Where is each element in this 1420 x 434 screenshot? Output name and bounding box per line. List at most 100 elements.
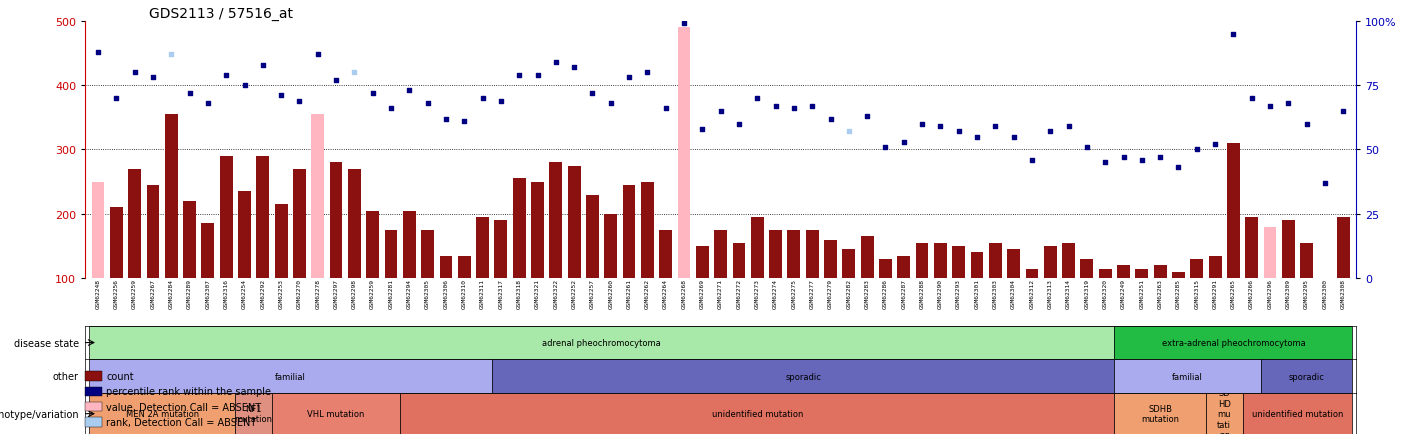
Text: GSM62312: GSM62312 [1030,279,1034,309]
Bar [586,195,599,279]
Point [856,113,879,120]
Text: genotype/variation: genotype/variation [0,409,80,419]
Bar [1044,247,1056,279]
Bar [220,157,233,279]
Point [1130,157,1153,164]
Text: percentile rank within the sample: percentile rank within the sample [106,387,271,396]
Text: GSM62317: GSM62317 [498,279,504,309]
Bar [366,211,379,279]
Text: GSM62259: GSM62259 [132,279,138,309]
Text: GSM62304: GSM62304 [1011,279,1017,309]
Point [1003,134,1025,141]
Text: SD
HD
mu
tati
ng: SD HD mu tati ng [1217,388,1231,434]
Point [655,105,677,112]
Text: GSM62267: GSM62267 [151,279,155,309]
Point [124,69,146,76]
Bar [1172,272,1184,279]
Text: GSM62253: GSM62253 [278,279,284,309]
Bar [491,360,1115,394]
Bar [165,115,178,279]
Bar [476,217,488,279]
Point [673,21,696,28]
Point [910,121,933,128]
Point [379,105,402,112]
Text: unidentified mutation: unidentified mutation [1252,409,1343,418]
Point [618,75,640,82]
Point [984,124,1007,131]
Text: unidentified mutation: unidentified mutation [711,409,802,418]
Point [544,59,567,66]
Point [325,77,348,84]
Text: GSM62305: GSM62305 [425,279,430,309]
Bar [273,394,400,434]
Bar [788,230,801,279]
Bar [239,192,251,279]
Text: GSM62283: GSM62283 [865,279,869,309]
Text: GSM62292: GSM62292 [260,279,266,309]
Text: sporadic: sporadic [1289,372,1325,381]
Point [1112,155,1135,161]
Bar [1136,269,1149,279]
Text: GSM62261: GSM62261 [626,279,632,309]
Text: GSM62277: GSM62277 [809,279,815,309]
Text: GSM62303: GSM62303 [993,279,998,309]
Point [1314,180,1336,187]
Text: GSM62321: GSM62321 [535,279,540,309]
Text: GSM62254: GSM62254 [241,279,247,309]
Text: GSM62318: GSM62318 [517,279,521,309]
Text: GSM62265: GSM62265 [1231,279,1235,309]
Text: GSM62293: GSM62293 [956,279,961,309]
Text: GSM62287: GSM62287 [902,279,906,309]
Bar [934,243,947,279]
Bar [1206,394,1242,434]
Text: GSM62278: GSM62278 [315,279,321,309]
Bar [183,201,196,279]
Text: GSM62307: GSM62307 [206,279,210,309]
Text: GSM62275: GSM62275 [791,279,797,309]
Point [562,65,585,72]
Text: GSM62284: GSM62284 [169,279,173,309]
Text: GSM62316: GSM62316 [224,279,229,309]
Bar [623,185,636,279]
Text: GSM62260: GSM62260 [608,279,613,309]
Point [692,126,714,133]
Text: GSM62294: GSM62294 [408,279,412,309]
Bar [1336,217,1349,279]
Bar [422,230,435,279]
Bar [311,115,324,279]
Text: count: count [106,372,133,381]
Bar [861,237,873,279]
Text: GSM62319: GSM62319 [1085,279,1089,309]
Bar [1301,243,1314,279]
Text: GSM62281: GSM62281 [389,279,393,309]
Point [710,108,733,115]
Bar [640,182,653,279]
Text: GSM62257: GSM62257 [589,279,595,309]
Point [764,103,787,110]
Text: NF1
mutation: NF1 mutation [234,404,273,424]
Text: GSM62268: GSM62268 [682,279,686,309]
Text: disease state: disease state [14,338,80,348]
Text: GSM62264: GSM62264 [663,279,669,309]
Point [270,93,293,100]
Text: GSM62256: GSM62256 [114,279,119,309]
Point [527,72,550,79]
Text: familial: familial [275,372,305,381]
Text: GSM62315: GSM62315 [1194,279,1200,309]
Point [105,95,128,102]
Text: GSM62295: GSM62295 [1304,279,1309,309]
Text: GSM62249: GSM62249 [1120,279,1126,309]
Text: GSM62262: GSM62262 [645,279,650,309]
Bar [696,247,709,279]
Text: GSM62322: GSM62322 [554,279,558,309]
Bar [494,221,507,279]
Point [1075,144,1098,151]
Bar [1153,266,1167,279]
Point [1223,31,1245,38]
Text: GSM62289: GSM62289 [187,279,192,309]
Bar [440,256,453,279]
Bar [971,253,984,279]
Text: GSM62310: GSM62310 [462,279,467,309]
Bar [513,179,525,279]
Point [1295,121,1318,128]
